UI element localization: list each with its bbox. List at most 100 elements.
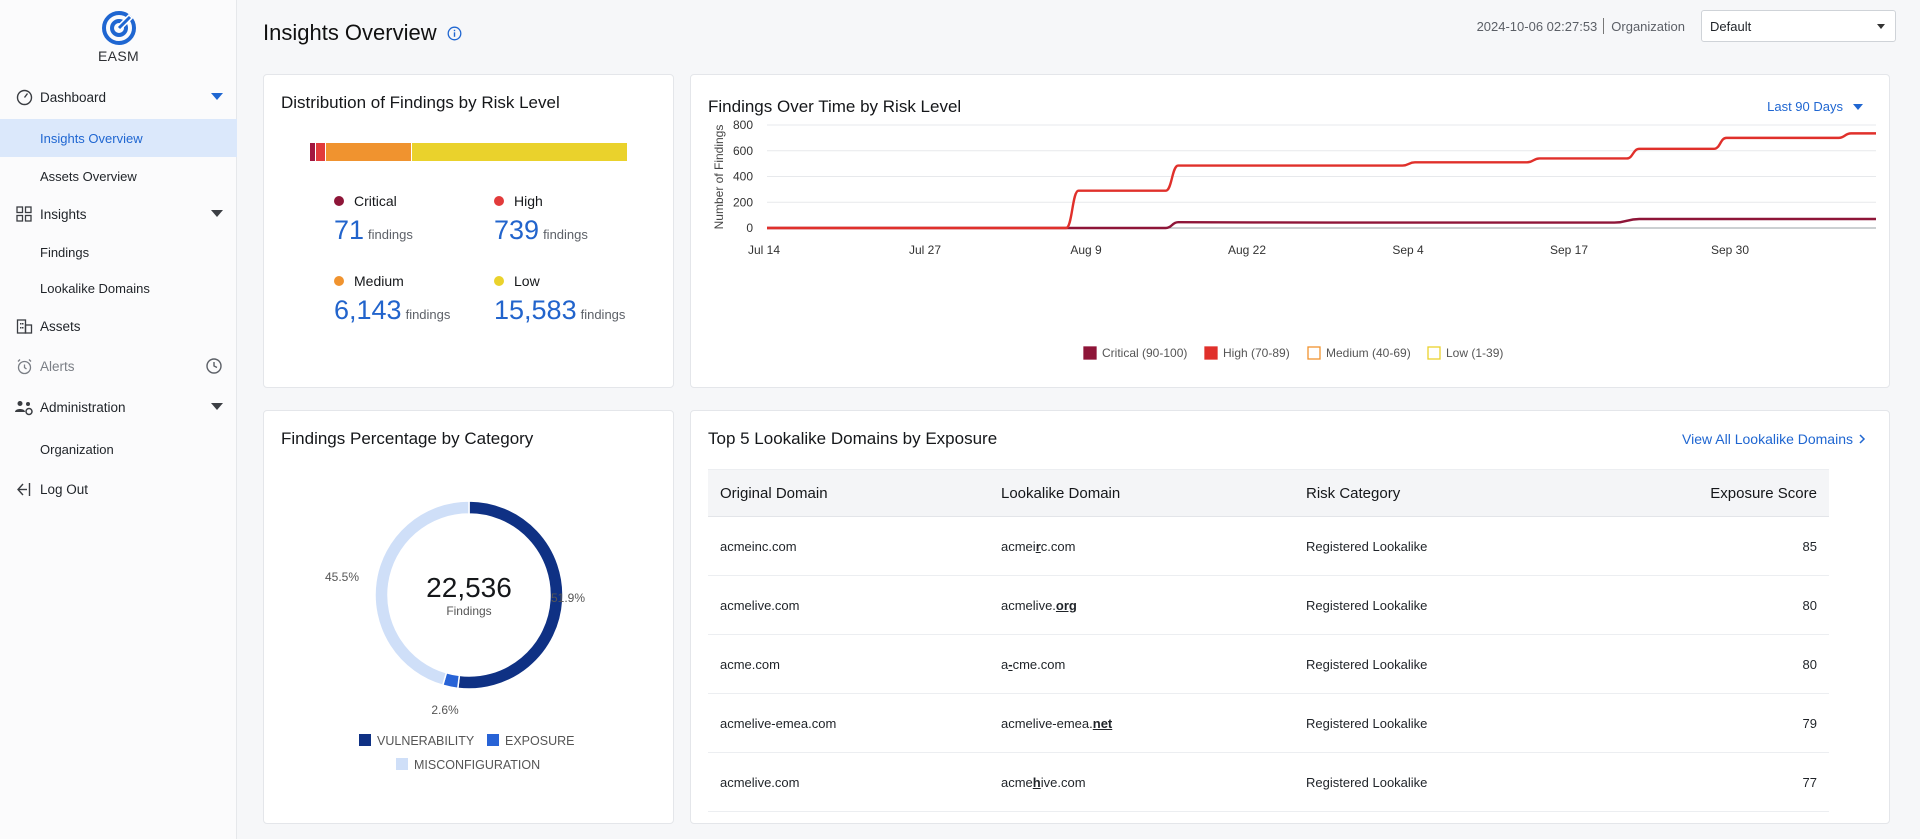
risk-stat-unit: findings xyxy=(580,307,626,322)
info-icon[interactable] xyxy=(447,26,462,41)
col-exposure-score[interactable]: Exposure Score xyxy=(1710,484,1817,502)
lookalike-domain-text: ive.com xyxy=(1040,774,1086,790)
dropdown-arrow-icon xyxy=(1877,24,1885,29)
x-tick-label: Jul 14 xyxy=(748,243,780,257)
legend-label[interactable]: EXPOSURE xyxy=(505,734,574,748)
app-logo[interactable]: EASM xyxy=(0,10,237,64)
view-all-label: View All Lookalike Domains xyxy=(1682,431,1853,447)
sidebar-subitem-findings[interactable]: Findings xyxy=(40,244,90,260)
col-lookalike-domain[interactable]: Lookalike Domain xyxy=(1001,484,1121,502)
chevron-down-icon[interactable] xyxy=(211,403,223,410)
legend-swatch[interactable] xyxy=(396,758,408,770)
sidebar-subitem-insights-overview[interactable]: Insights Overview xyxy=(0,119,237,157)
donut-slice-misconfiguration[interactable] xyxy=(374,500,470,687)
card-title: Top 5 Lookalike Domains by Exposure xyxy=(708,429,998,448)
sidebar-item-insights[interactable]: Insights xyxy=(0,196,237,232)
risk-stat-label: Medium xyxy=(354,273,404,289)
table-row[interactable]: acme.com a-cme.com Registered Lookalike 80 xyxy=(708,635,1829,694)
alarm-clock-icon xyxy=(14,356,34,376)
view-all-lookalike-link[interactable]: View All Lookalike Domains xyxy=(1682,431,1867,447)
table-row[interactable]: acmeinc.com acmeirc.com Registered Lookali… xyxy=(708,517,1829,576)
sidebar-item-dashboard[interactable]: Dashboard xyxy=(0,79,237,115)
dashboard-gauge-icon xyxy=(14,87,34,107)
medium-dot-icon xyxy=(334,276,344,286)
col-original-domain[interactable]: Original Domain xyxy=(720,484,828,502)
risk-stat-value: 6,143 xyxy=(334,295,402,325)
legend-swatch[interactable] xyxy=(1204,346,1218,360)
original-domain-cell: acme.com xyxy=(720,656,780,672)
legend-swatch[interactable] xyxy=(487,734,499,746)
sidebar-item-label: Alerts xyxy=(40,358,75,374)
exposure-score-cell: 80 xyxy=(1802,656,1817,672)
time-range-select[interactable]: Last 90 Days xyxy=(1767,99,1863,114)
series-line-0[interactable] xyxy=(767,217,1876,230)
sidebar-subitem-organization[interactable]: Organization xyxy=(40,441,114,457)
risk-bar-segment-high[interactable] xyxy=(315,143,327,161)
last-updated-timestamp: 2024-10-06 02:27:53 xyxy=(1476,18,1598,34)
sidebar-subitem-assets-overview[interactable]: Assets Overview xyxy=(40,168,137,184)
table-row[interactable]: acmelive.com acmelive.org Registered Looka… xyxy=(708,576,1829,635)
table-row[interactable]: acmelive-emea.com acmelive-emea.net Regist… xyxy=(708,694,1829,753)
legend-label[interactable]: Medium (40-69) xyxy=(1326,346,1411,360)
legend-label[interactable]: Low (1-39) xyxy=(1446,346,1503,360)
sidebar-item-label: Administration xyxy=(40,399,126,415)
risk-stat-value: 15,583 xyxy=(494,295,577,325)
risk-bar-segment-low[interactable] xyxy=(411,143,629,161)
y-tick-label: 600 xyxy=(733,144,753,158)
chevron-down-icon[interactable] xyxy=(211,210,223,217)
legend-swatch[interactable] xyxy=(1307,346,1321,360)
sidebar-item-label: Dashboard xyxy=(40,89,107,105)
lookalike-domain-text: c.com xyxy=(1040,538,1076,554)
risk-category-cell: Registered Lookalike xyxy=(1306,715,1428,731)
chart-legend: Critical (90-100) High (70-89) Medium (40-… xyxy=(1083,346,1503,360)
sidebar-item-assets[interactable]: Assets xyxy=(0,308,237,344)
legend-label[interactable]: MISCONFIGURATION xyxy=(414,758,540,772)
lookalike-diff-highlight: - xyxy=(1008,656,1013,672)
chevron-down-icon[interactable] xyxy=(211,93,223,100)
card-title: Distribution of Findings by Risk Level xyxy=(281,93,560,112)
risk-bar-segment-critical[interactable] xyxy=(310,143,316,161)
x-tick-label: Sep 4 xyxy=(1392,243,1424,257)
legend-label[interactable]: VULNERABILITY xyxy=(377,734,475,748)
y-axis-label: Number of Findings xyxy=(712,125,726,230)
organization-select[interactable]: Default xyxy=(1701,10,1896,42)
table-row[interactable]: acmelive.com acmehive.com Registered Looka… xyxy=(708,753,1829,812)
findings-over-time-card: Findings Over Time by Risk Level Last 90… xyxy=(690,74,1890,388)
risk-stat-unit: findings xyxy=(368,227,413,242)
x-tick-label: Aug 9 xyxy=(1070,243,1102,257)
legend-label[interactable]: High (70-89) xyxy=(1223,346,1290,360)
legend-swatch[interactable] xyxy=(359,734,371,746)
donut-percent-label: 51.9% xyxy=(551,591,585,605)
lookalike-diff-highlight: org xyxy=(1055,597,1077,613)
header-toolbar: 2024-10-06 02:27:53 Organization Default xyxy=(1477,10,1896,42)
donut-total-label: Findings xyxy=(446,604,491,618)
original-domain-cell: acmelive.com xyxy=(720,597,800,613)
sidebar-item-alerts[interactable]: Alerts xyxy=(0,348,237,384)
sidebar-subitem-lookalike-domains[interactable]: Lookalike Domains xyxy=(40,280,150,296)
chart-grid xyxy=(767,124,1876,229)
donut-percent-label: 45.5% xyxy=(325,570,359,584)
risk-bar-segment-medium[interactable] xyxy=(326,143,412,161)
history-clock-icon[interactable] xyxy=(205,357,223,378)
y-tick-label: 200 xyxy=(733,195,753,209)
lookalike-diff-highlight: h xyxy=(1032,774,1041,790)
table-body: acmeinc.com acmeirc.com Registered Lookali… xyxy=(708,517,1829,812)
sidebar-item-label: Assets xyxy=(40,318,81,334)
lookalike-diff-highlight: net xyxy=(1092,715,1113,731)
lookalike-domain-text: a xyxy=(1001,656,1009,672)
series-line-1[interactable] xyxy=(767,132,1876,230)
low-dot-icon xyxy=(494,276,504,286)
assets-building-icon xyxy=(14,316,34,336)
sidebar-item-logout[interactable]: Log Out xyxy=(0,471,237,507)
risk-stat-medium: Medium 6,143 findings xyxy=(334,273,450,326)
x-tick-label: Sep 17 xyxy=(1550,243,1588,257)
legend-swatch[interactable] xyxy=(1083,346,1097,360)
legend-label[interactable]: Critical (90-100) xyxy=(1102,346,1187,360)
sidebar-item-administration[interactable]: Administration xyxy=(0,389,237,425)
col-risk-category[interactable]: Risk Category xyxy=(1306,484,1401,502)
lookalike-domain-cell: acmehive.com xyxy=(989,775,1294,790)
risk-stat-label: High xyxy=(514,193,543,209)
critical-dot-icon xyxy=(334,196,344,206)
legend-swatch[interactable] xyxy=(1427,346,1441,360)
